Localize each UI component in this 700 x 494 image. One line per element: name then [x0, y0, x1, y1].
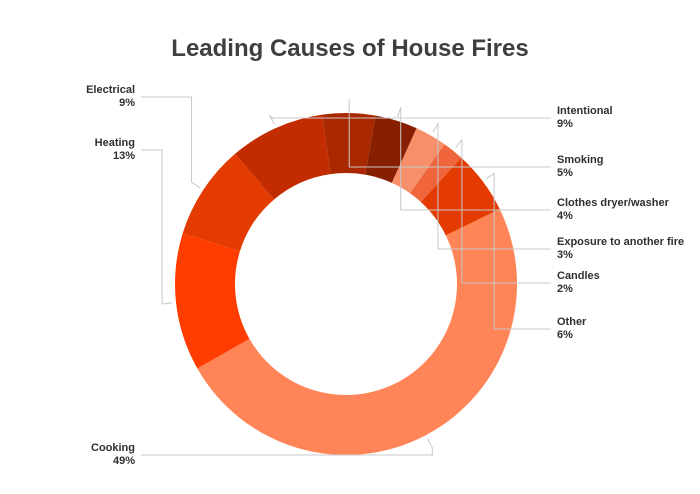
- leader-line-electrical: [141, 96, 201, 189]
- slice-value-exposure-to-another-fire: 3%: [557, 249, 573, 261]
- leader-line-heating: [141, 149, 173, 305]
- slice-candles: [409, 144, 462, 203]
- slice-label-electrical: Electrical: [86, 84, 135, 96]
- slice-label-other: Other: [557, 316, 587, 328]
- slice-value-candles: 2%: [557, 283, 573, 295]
- slice-cooking: [197, 209, 518, 456]
- leader-line-clothes-dryer-washer: [397, 107, 551, 211]
- slice-label-clothes-dryer-washer: Clothes dryer/washer: [557, 197, 670, 209]
- slice-electrical: [182, 153, 275, 252]
- slice-heating: [174, 233, 250, 369]
- slice-label-intentional: Intentional: [557, 105, 613, 117]
- slice-other: [420, 157, 500, 236]
- slice-labels: Cooking49%Heating13%Electrical9%Intentio…: [86, 84, 684, 467]
- slice-label-heating: Heating: [95, 137, 135, 149]
- leader-line-cooking: [141, 438, 433, 456]
- leader-lines: [141, 96, 551, 456]
- leader-line-other: [485, 172, 551, 330]
- donut-slices: [174, 113, 518, 456]
- slice-value-smoking: 5%: [557, 167, 573, 179]
- slice-value-other: 6%: [557, 329, 573, 341]
- slice-value-clothes-dryer-washer: 4%: [557, 210, 573, 222]
- slice-label-cooking: Cooking: [91, 442, 135, 454]
- leader-line-smoking: [348, 99, 551, 168]
- slice-label-smoking: Smoking: [557, 154, 603, 166]
- leader-line-candles: [455, 138, 551, 284]
- slice-label-exposure-to-another-fire: Exposure to another fire: [557, 236, 684, 248]
- slice-exposure-to-another-fire: [391, 128, 445, 194]
- chart-title: Leading Causes of House Fires: [171, 35, 529, 62]
- slice-value-cooking: 49%: [113, 455, 135, 467]
- slice-clothes-dryer-washer: [365, 115, 417, 183]
- slice-value-electrical: 9%: [119, 97, 135, 109]
- leader-line-intentional: [269, 115, 551, 125]
- slice-value-intentional: 9%: [557, 118, 573, 130]
- slice-value-heating: 13%: [113, 150, 135, 162]
- slice-label-candles: Candles: [557, 270, 600, 282]
- slice-intentional: [235, 114, 331, 200]
